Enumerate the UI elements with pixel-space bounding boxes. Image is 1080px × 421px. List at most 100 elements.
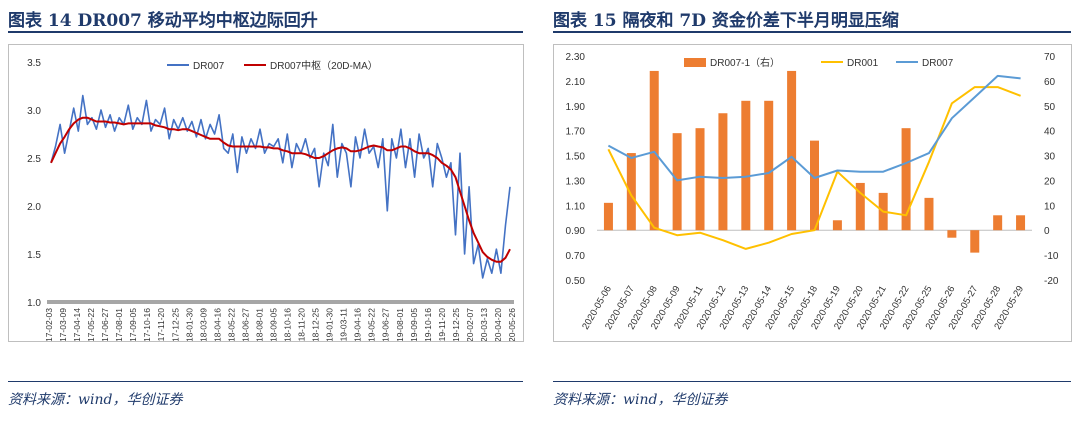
y-right-tick-label: 30	[1044, 152, 1056, 163]
bar	[901, 128, 911, 231]
bar	[1016, 215, 1026, 231]
x-tick-label: 2018-01-30	[184, 308, 194, 341]
legend-label: DR007-1（右）	[710, 56, 780, 69]
legend-label: DR007	[193, 61, 225, 72]
y-right-tick-label: 40	[1044, 127, 1056, 138]
bar	[947, 230, 957, 238]
bar	[855, 182, 865, 231]
y-left-tick-label: 0.70	[566, 251, 586, 262]
y-tick-label: 1.0	[27, 298, 41, 309]
x-tick-label: 2018-09-05	[268, 308, 278, 341]
y-tick-label: 3.0	[27, 106, 41, 117]
y-left-tick-label: 1.50	[566, 152, 586, 163]
bar	[695, 128, 705, 231]
x-tick-label: 2019-03-11	[339, 308, 349, 341]
bar	[741, 100, 751, 231]
legend-label: DR001	[847, 58, 879, 69]
x-tick-label: 2020-04-20	[493, 308, 503, 341]
y-left-tick-label: 0.50	[566, 276, 586, 287]
right-chart-frame: 2.30 2.10 1.90 1.70 1.50 1.30 1.10 0.90 0.70 0.50…	[553, 44, 1072, 342]
x-tick-label: 2018-10-16	[283, 308, 293, 341]
bar	[626, 153, 636, 231]
x-tick-label: 2017-06-27	[100, 308, 110, 341]
right-chart: 2.30 2.10 1.90 1.70 1.50 1.30 1.10 0.90 0.70 0.50…	[566, 52, 1059, 332]
bar	[993, 215, 1003, 231]
left-figure-title: 图表 14 DR007 移动平均中枢边际回升	[8, 11, 318, 31]
right-title-rule	[553, 31, 1071, 33]
x-tick-label: 2018-12-25	[311, 308, 321, 341]
right-figure-title: 图表 15 隔夜和 7D 资金价差下半月明显压缩	[553, 11, 899, 31]
x-tick-label: 2018-03-09	[198, 308, 208, 341]
x-tick-label: 2017-05-22	[86, 308, 96, 341]
y-tick-label: 2.5	[27, 154, 41, 165]
y-right-tick-label: -10	[1044, 251, 1059, 262]
series-line-dr007	[50, 94, 511, 279]
right-source-rule	[553, 381, 1071, 382]
legend-label: DR007中枢（20D-MA）	[270, 59, 378, 72]
left-title-rule	[8, 31, 523, 33]
y-tick-label: 3.5	[27, 58, 41, 69]
bar	[924, 197, 934, 231]
left-source-rule	[8, 381, 523, 382]
legend-swatch	[684, 58, 706, 67]
y-right-tick-label: 60	[1044, 77, 1056, 88]
legend-label: DR007	[922, 58, 954, 69]
series-line-dr001	[607, 86, 1021, 250]
series-line-dr007	[607, 74, 1021, 182]
bar	[832, 220, 842, 231]
x-tick-label: 2017-10-16	[142, 308, 152, 341]
y-tick-label: 1.5	[27, 250, 41, 261]
x-tick-label: 2019-06-27	[381, 308, 391, 341]
bar	[672, 133, 682, 231]
x-tick-label: 2017-02-03	[44, 308, 54, 341]
y-right-tick-label: 50	[1044, 102, 1056, 113]
x-tick-label: 2017-12-25	[170, 308, 180, 341]
x-tick-label: 2019-09-05	[409, 308, 419, 341]
y-right-tick-label: 10	[1044, 201, 1056, 212]
x-tick-label: 2017-03-09	[58, 308, 68, 341]
x-tick-label: 2020-02-07	[465, 308, 475, 341]
x-tick-label: 2018-11-20	[297, 308, 307, 341]
x-tick-label: 2018-08-01	[254, 308, 264, 341]
x-tick-label: 2019-08-01	[395, 308, 405, 341]
y-left-tick-label: 1.70	[566, 127, 586, 138]
left-source: 资料来源：wind，华创证券	[8, 392, 183, 408]
right-source: 资料来源：wind，华创证券	[553, 392, 728, 408]
y-right-tick-label: -20	[1044, 276, 1059, 287]
x-tick-label: 2018-06-27	[240, 308, 250, 341]
y-right-tick-label: 70	[1044, 52, 1056, 63]
bar	[718, 113, 728, 231]
x-tick-label: 2019-01-30	[325, 308, 335, 341]
x-axis-line	[47, 300, 514, 304]
x-tick-label: 2020-05-26	[507, 308, 517, 341]
y-left-tick-label: 1.30	[566, 176, 586, 187]
y-left-tick-label: 2.10	[566, 77, 586, 88]
series-line-dr007-ma	[50, 116, 511, 263]
bar	[603, 202, 613, 231]
x-tick-label: 2019-12-25	[451, 308, 461, 341]
bar	[764, 100, 774, 231]
y-left-tick-label: 1.90	[566, 102, 586, 113]
y-left-tick-label: 0.90	[566, 226, 586, 237]
x-tick-label: 2017-09-05	[128, 308, 138, 341]
x-tick-label: 2017-04-14	[72, 308, 82, 341]
x-tick-label: 2019-11-20	[437, 308, 447, 341]
left-chart-frame: 3.5 3.0 2.5 2.0 1.5 1.0 2017-02-03 2017-03-09 20…	[8, 44, 524, 351]
y-right-tick-label: 0	[1044, 226, 1050, 237]
bar	[649, 70, 659, 231]
y-tick-label: 2.0	[27, 202, 41, 213]
x-tick-label: 2019-05-22	[367, 308, 377, 341]
x-tick-label: 2017-11-20	[156, 308, 166, 341]
x-tick-label: 2018-04-16	[212, 308, 222, 341]
x-tick-label: 2020-03-13	[479, 308, 489, 341]
y-right-tick-label: 20	[1044, 176, 1056, 187]
x-tick-label: 2019-04-16	[353, 308, 363, 341]
x-tick-label: 2017-08-01	[114, 308, 124, 341]
bar	[810, 140, 819, 231]
y-left-tick-label: 2.30	[566, 52, 586, 63]
x-tick-label: 2019-10-16	[423, 308, 433, 341]
bar	[787, 70, 797, 231]
y-left-tick-label: 1.10	[566, 201, 586, 212]
bar	[970, 230, 980, 253]
